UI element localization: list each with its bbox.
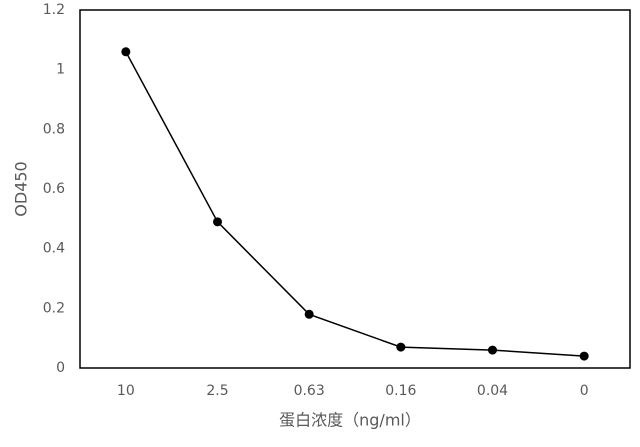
y-tick-label: 0.6 <box>43 181 65 197</box>
x-tick-label: 0.16 <box>385 383 416 399</box>
x-tick-label: 0.63 <box>294 383 325 399</box>
marker <box>213 217 222 227</box>
marker <box>488 345 497 355</box>
y-tick-label: 0.2 <box>43 300 65 316</box>
marker <box>396 342 406 352</box>
y-tick-label: 1.2 <box>43 2 65 18</box>
x-tick-label: 0 <box>580 383 589 399</box>
y-tick-label: 0.4 <box>43 241 65 257</box>
marker <box>304 309 314 319</box>
marker <box>579 351 589 361</box>
y-axis-title: OD450 <box>12 161 31 216</box>
y-tick-label: 0 <box>56 360 65 376</box>
line <box>125 51 585 357</box>
y-tick-label: 1 <box>56 62 65 78</box>
y-tick-label: 0.8 <box>43 121 65 137</box>
x-axis-title: 蛋白浓度（ng/ml） <box>279 411 421 430</box>
plot-frame <box>79 9 631 369</box>
x-tick-label: 2.5 <box>206 383 228 399</box>
marker <box>121 47 131 57</box>
x-tick-label: 10 <box>117 383 135 399</box>
x-tick-label: 0.04 <box>477 383 508 399</box>
